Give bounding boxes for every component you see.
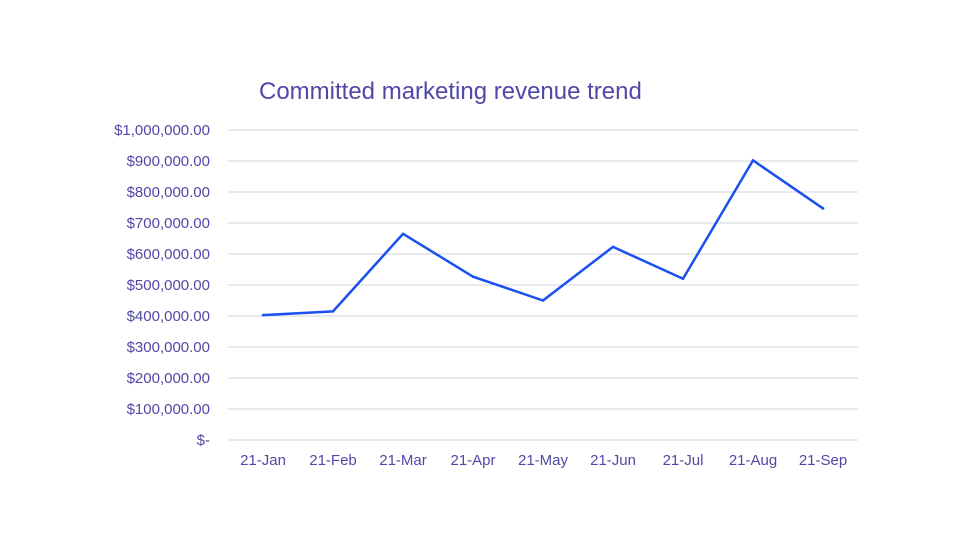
x-tick-label: 21-Aug — [729, 452, 777, 469]
data-point — [471, 275, 475, 278]
data-point — [401, 232, 405, 236]
y-tick-label: $400,000.00 — [127, 308, 210, 325]
y-tick-label: $100,000.00 — [127, 401, 210, 418]
y-tick-label: $1,000,000.00 — [114, 122, 210, 139]
data-point — [681, 277, 685, 281]
data-point — [611, 245, 615, 249]
y-tick-label: $800,000.00 — [127, 184, 210, 201]
y-tick-label: $700,000.00 — [127, 215, 210, 232]
series-line — [261, 159, 825, 317]
x-tick-label: 21-Sep — [799, 452, 847, 469]
data-point — [751, 159, 755, 162]
y-tick-label: $200,000.00 — [127, 370, 210, 387]
x-tick-label: 21-May — [518, 452, 569, 469]
data-point — [331, 310, 335, 313]
data-point — [541, 299, 545, 302]
y-tick-label: $900,000.00 — [127, 153, 210, 170]
x-tick-label: 21-Feb — [309, 452, 357, 469]
gridlines — [228, 129, 858, 441]
data-point — [261, 313, 265, 317]
y-tick-label: $600,000.00 — [127, 246, 210, 263]
y-tick-label: $500,000.00 — [127, 277, 210, 294]
y-tick-label: $300,000.00 — [127, 339, 210, 356]
x-tick-label: 21-Jan — [240, 452, 286, 469]
x-tick-label: 21-Apr — [450, 452, 495, 469]
y-tick-label: $- — [197, 432, 210, 449]
x-tick-label: 21-Jul — [663, 452, 704, 469]
x-tick-label: 21-Mar — [379, 452, 427, 469]
chart-title: Committed marketing revenue trend — [259, 78, 642, 105]
data-point — [821, 207, 825, 210]
series-layer — [261, 159, 825, 317]
y-axis-labels: $- $100,000.00 $200,000.00 $300,000.00 $400,… — [114, 122, 210, 449]
x-axis-labels: 21-Jan 21-Feb 21-Mar 21-Apr 21-May 21-Jun 21-J… — [240, 452, 847, 469]
x-tick-label: 21-Jun — [590, 452, 636, 469]
